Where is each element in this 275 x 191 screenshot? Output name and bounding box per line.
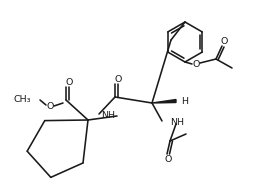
Text: NH: NH	[101, 111, 115, 120]
Text: O: O	[192, 60, 200, 69]
Text: O: O	[114, 74, 122, 83]
Polygon shape	[152, 100, 176, 103]
Text: O: O	[46, 101, 54, 111]
Text: O: O	[220, 36, 228, 45]
Text: CH₃: CH₃	[13, 95, 31, 104]
Text: O: O	[65, 78, 73, 87]
Text: O: O	[164, 155, 172, 163]
Text: H: H	[181, 96, 188, 105]
Text: NH: NH	[170, 117, 184, 126]
